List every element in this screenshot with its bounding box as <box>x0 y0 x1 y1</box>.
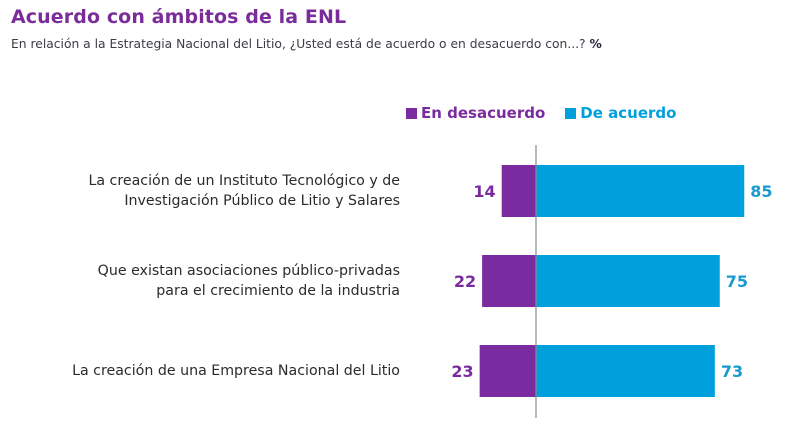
legend-swatch-disagree <box>406 107 417 119</box>
legend-item-agree: De acuerdo <box>565 104 676 122</box>
category-label-line: para el crecimiento de la industria <box>156 283 400 299</box>
legend-swatch-agree <box>565 107 577 119</box>
legend-item-disagree: En desacuerdo <box>406 104 545 122</box>
bar-agree <box>536 165 745 217</box>
data-label-disagree: 14 <box>473 182 495 201</box>
data-label-disagree: 22 <box>454 272 476 291</box>
legend: En desacuerdo De acuerdo <box>406 104 696 122</box>
category-label: La creación de un Instituto Tecnológico … <box>0 171 400 211</box>
legend-label-disagree: En desacuerdo <box>421 104 546 122</box>
category-label-line: Que existan asociaciones público-privada… <box>97 263 400 279</box>
data-label-agree: 75 <box>726 272 748 291</box>
subtitle-unit: % <box>589 37 602 51</box>
bar-disagree <box>479 345 536 397</box>
category-label: Que existan asociaciones público-privada… <box>0 261 400 301</box>
chart-subtitle: En relación a la Estrategia Nacional del… <box>11 37 602 51</box>
bar-agree <box>536 345 715 397</box>
category-label: La creación de una Empresa Nacional del … <box>0 361 400 381</box>
data-label-agree: 85 <box>750 182 772 201</box>
chart-title: Acuerdo con ámbitos de la ENL <box>11 6 347 28</box>
bar-agree <box>536 255 720 307</box>
bar-disagree <box>482 255 536 307</box>
category-label-line: La creación de una Empresa Nacional del … <box>72 363 400 379</box>
data-label-agree: 73 <box>721 362 743 381</box>
data-label-disagree: 23 <box>451 362 473 381</box>
subtitle-text: En relación a la Estrategia Nacional del… <box>11 37 586 51</box>
legend-label-agree: De acuerdo <box>580 104 677 122</box>
category-label-line: La creación de un Instituto Tecnológico … <box>88 173 400 189</box>
bar-disagree <box>501 165 536 217</box>
category-label-line: Investigación Público de Litio y Salares <box>124 193 400 209</box>
